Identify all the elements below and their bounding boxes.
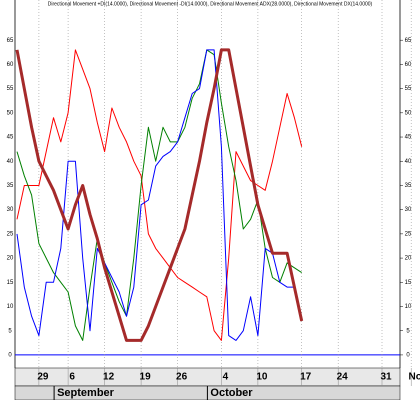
y-tick-label-right: 20 [405, 256, 412, 262]
y-tick-label-right: 0 [406, 353, 410, 359]
y-tick-label: 55 [7, 86, 14, 92]
y-tick-label-right: 30 [405, 207, 412, 213]
y-tick-label: 15 [7, 280, 14, 286]
month-label: September [57, 387, 115, 399]
y-tick-label-right: 35 [405, 183, 412, 189]
y-tick-label: 35 [7, 183, 14, 189]
y-tick-label-right: 10 [405, 304, 412, 310]
y-tick-label: 20 [7, 256, 14, 262]
x-tick-label: 17 [300, 372, 312, 383]
y-tick-label: 10 [7, 304, 14, 310]
y-tick-label: 30 [7, 207, 14, 213]
y-tick-label-right: 5 [406, 328, 410, 334]
y-tick-label-right: 45 [405, 135, 412, 141]
y-tick-label: 0 [8, 353, 12, 359]
y-tick-label: 25 [7, 231, 14, 237]
series-line [15, 48, 304, 342]
y-tick-label: 45 [7, 135, 14, 141]
x-tick-label: 31 [380, 372, 392, 383]
y-tick-label-right: 25 [405, 231, 412, 237]
y-tick-label: 65 [7, 38, 14, 44]
chart-title: Directional Movement +DI(14.0000), Direc… [48, 1, 373, 7]
y-tick-label: 60 [7, 62, 14, 68]
y-tick-label: 50 [7, 110, 14, 116]
y-tick-label-right: 40 [405, 159, 412, 165]
month-label: October [210, 387, 253, 399]
x-tick-label: 10 [256, 372, 268, 383]
x-tick-label: 12 [103, 372, 115, 383]
y-tick-label: 5 [8, 328, 12, 334]
x-tick-label: 24 [337, 372, 349, 383]
y-tick-label-right: 50 [405, 110, 412, 116]
series-line [16, 49, 302, 341]
y-tick-label-right: 60 [405, 62, 412, 68]
x-tick-label: 6 [69, 372, 75, 383]
x-tick-label: 26 [176, 372, 188, 383]
x-tick-label: 19 [140, 372, 152, 383]
x-tick-label: 29 [37, 372, 49, 383]
y-tick-label-right: 15 [405, 280, 412, 286]
x-tick-label: No [409, 372, 420, 383]
x-tick-label: 4 [223, 372, 229, 383]
y-tick-label-right: 55 [405, 86, 412, 92]
y-tick-label-right: 65 [405, 38, 412, 44]
y-tick-label: 40 [7, 159, 14, 165]
